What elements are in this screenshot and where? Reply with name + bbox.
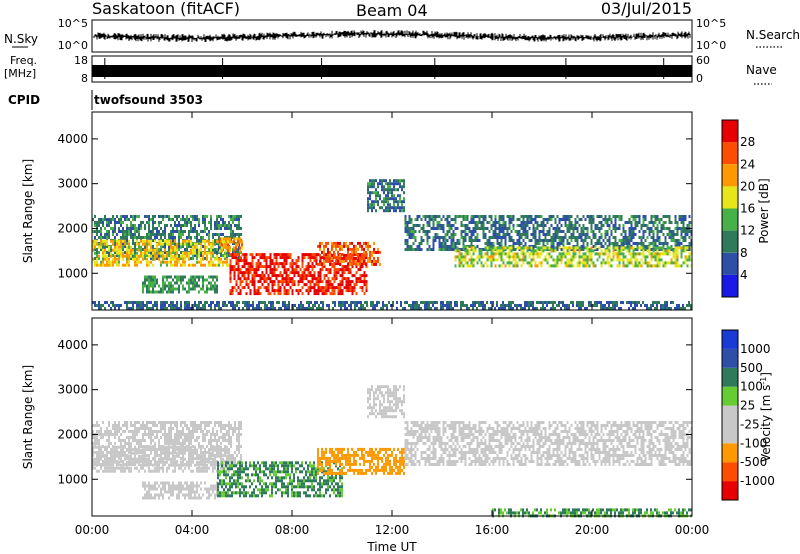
cpid-label: CPID — [8, 93, 40, 107]
freq-bottom-tick: 8 — [81, 72, 88, 85]
velocity-colorbar-segment — [722, 386, 738, 406]
nsearch-label: N.Search — [746, 28, 800, 42]
ytick-label: 2000 — [57, 221, 88, 235]
xtick-label: 08:00 — [275, 523, 310, 537]
freq-label: Freq. — [10, 54, 37, 67]
date-title: 03/Jul/2015 — [601, 0, 692, 18]
nsky-trace — [92, 30, 691, 42]
velocity-colorbar-tick: 500 — [740, 361, 763, 375]
ytick-label: 3000 — [57, 177, 88, 191]
velocity-colorbar-tick: -500 — [740, 455, 767, 469]
velocity-band-4 — [317, 447, 405, 475]
power-colorbar-tick: 16 — [740, 202, 755, 216]
xtick-label: 00:00 — [675, 523, 710, 537]
power-colorbar-segment — [722, 186, 738, 209]
velocity-colorbar-label: Velocity [m s-1] — [759, 372, 774, 462]
time-axis: 00:00 04:00 08:00 12:00 16:00 20:00 00:00 — [75, 112, 710, 537]
velocity-band-3 — [217, 461, 343, 498]
nsky-label: N.Sky — [4, 32, 38, 46]
power-band-3 — [229, 253, 368, 296]
ytick-label: 2000 — [57, 427, 88, 441]
power-band-6 — [367, 179, 405, 213]
nsky-strip-frame — [91, 19, 693, 53]
velocity-band-5 — [367, 385, 405, 419]
power-colorbar-segment — [722, 208, 738, 231]
power-band-9 — [92, 301, 692, 310]
power-data — [92, 179, 693, 310]
station-title: Saskatoon (fitACF) — [92, 0, 240, 18]
power-colorbar-segment — [722, 274, 738, 297]
nave-label: Nave — [746, 63, 777, 77]
velocity-colorbar: -1000 -500 -100 -25 25 100 500 1000 — [721, 329, 775, 501]
velocity-colorbar-tick: 100 — [740, 380, 763, 394]
velocity-data — [92, 385, 693, 518]
nsky-top-tick: 10^5 — [58, 17, 88, 30]
velocity-ylabel: Slant Range [km] — [21, 365, 35, 469]
power-band-2 — [142, 275, 218, 294]
velocity-colorbar-frame — [721, 329, 739, 501]
power-colorbar-tick: 12 — [740, 224, 755, 238]
power-colorbar-segment — [722, 120, 738, 143]
nsearch-bottom-tick: 10^0 — [696, 39, 726, 52]
power-colorbar-tick: 8 — [740, 246, 748, 260]
velocity-colorbar-segment — [722, 330, 738, 349]
power-band-8 — [454, 246, 693, 268]
power-yticks: 1000 2000 3000 4000 — [57, 132, 692, 280]
power-colorbar-segment — [722, 164, 738, 187]
power-colorbar-segment — [722, 252, 738, 275]
power-colorbar-label: Power [dB] — [757, 178, 771, 243]
xtick-label: 20:00 — [575, 523, 610, 537]
power-colorbar-segment — [722, 142, 738, 165]
power-colorbar-tick: 24 — [740, 157, 755, 171]
velocity-colorbar-tick: 25 — [740, 399, 755, 413]
ytick-label: 1000 — [57, 266, 88, 280]
power-colorbar-tick: 20 — [740, 179, 755, 193]
power-colorbar-tick: 28 — [740, 135, 755, 149]
velocity-colorbar-segment — [722, 443, 738, 463]
beam-title: Beam 04 — [356, 1, 428, 20]
velocity-colorbar-tick: 1000 — [740, 342, 771, 356]
xtick-label: 16:00 — [475, 523, 510, 537]
velocity-colorbar-segment — [722, 424, 738, 444]
velocity-colorbar-segment — [722, 348, 738, 368]
velocity-colorbar-tick: -1000 — [740, 474, 775, 488]
power-colorbar-segment — [722, 230, 738, 253]
velocity-band-6 — [404, 421, 693, 466]
ytick-label: 1000 — [57, 472, 88, 486]
ytick-label: 4000 — [57, 338, 88, 352]
nave-bottom-tick: 0 — [696, 72, 703, 85]
velocity-colorbar-segment — [722, 405, 738, 425]
power-colorbar-frame — [721, 119, 739, 298]
nsearch-top-tick: 10^5 — [696, 17, 726, 30]
velocity-colorbar-segment — [722, 462, 738, 482]
power-colorbar-tick: 4 — [740, 268, 748, 282]
velocity-colorbar-tick: -25 — [740, 417, 760, 431]
nsky-bottom-tick: 10^0 — [58, 39, 88, 52]
power-ylabel: Slant Range [km] — [21, 159, 35, 263]
velocity-colorbar-tick: -100 — [740, 436, 767, 450]
time-axis-label: Time UT — [366, 540, 417, 554]
xtick-label: 00:00 — [75, 523, 110, 537]
power-band-7 — [404, 215, 693, 251]
power-band-5 — [317, 241, 381, 266]
velocity-band-2 — [142, 481, 218, 500]
freq-spikes — [104, 58, 665, 79]
ytick-label: 4000 — [57, 132, 88, 146]
velocity-band-1 — [92, 445, 230, 473]
velocity-yticks: 1000 2000 3000 4000 — [57, 338, 692, 486]
power-band-4 — [217, 237, 243, 253]
cpid-value: twofsound 3503 — [94, 93, 203, 107]
xtick-label: 12:00 — [375, 523, 410, 537]
velocity-colorbar-segment — [722, 367, 738, 387]
xtick-label: 04:00 — [175, 523, 210, 537]
freq-trace — [92, 65, 692, 77]
power-colorbar: 4 8 12 16 20 24 28 — [721, 119, 755, 298]
velocity-colorbar-segment — [722, 481, 738, 500]
freq-top-tick: 18 — [74, 54, 88, 67]
power-band-1 — [92, 239, 230, 267]
freq-unit: [MHz] — [4, 67, 36, 80]
ytick-label: 3000 — [57, 383, 88, 397]
nave-top-tick: 60 — [696, 54, 710, 67]
